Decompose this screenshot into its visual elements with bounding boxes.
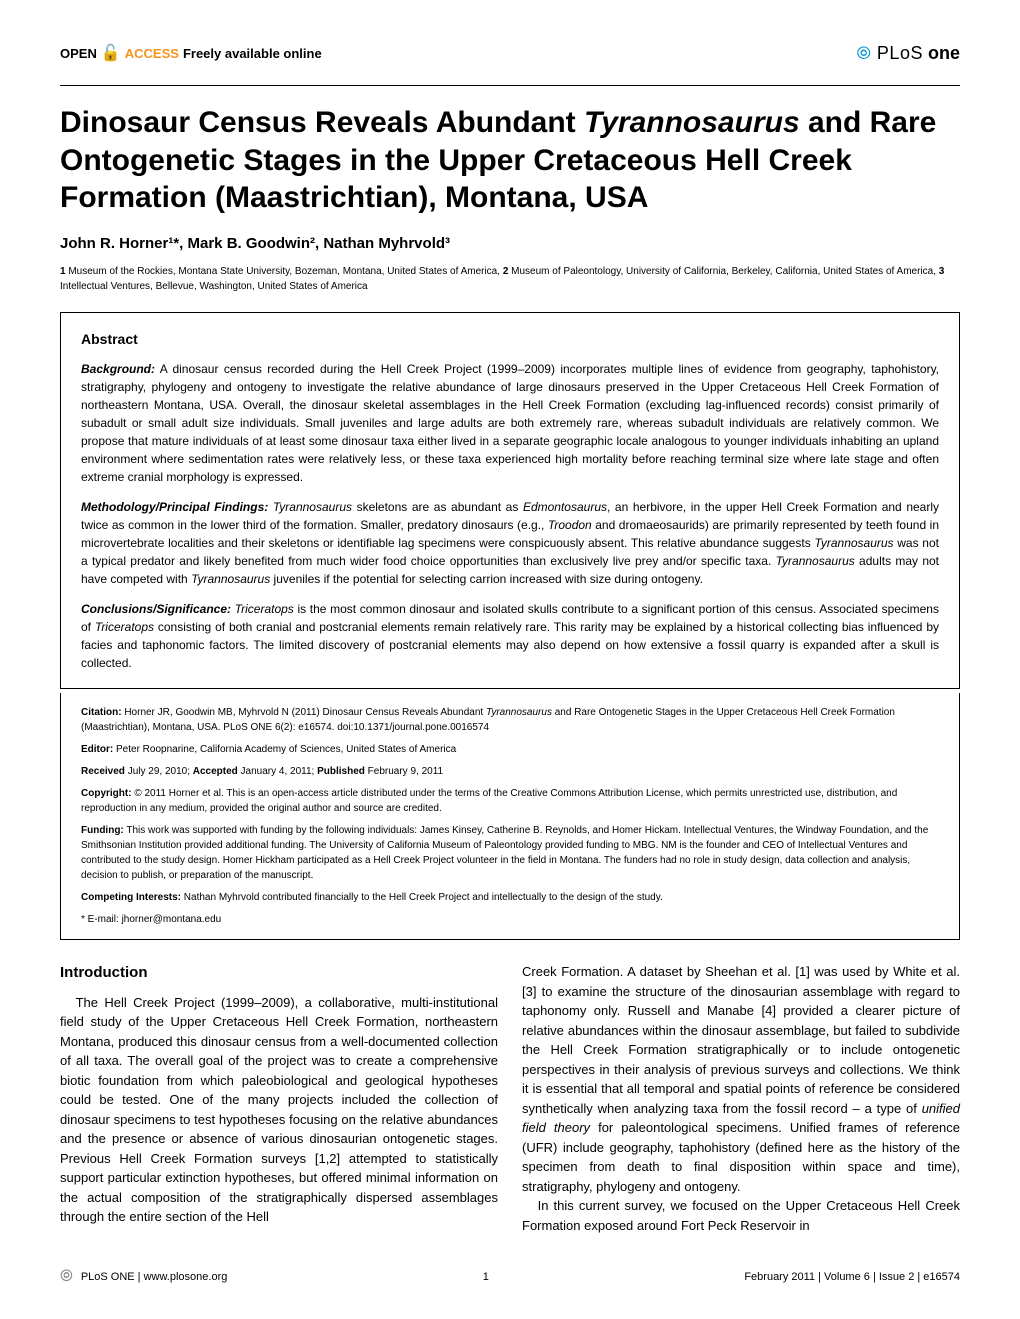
funding-text: This work was supported with funding by …	[81, 825, 928, 881]
plos-icon: ⦾	[857, 40, 871, 67]
top-bar: OPEN 🔓 ACCESS Freely available online ⦾ …	[60, 40, 960, 67]
footer-page: 1	[483, 1269, 489, 1286]
abstract-background: Background: A dinosaur census recorded d…	[81, 360, 939, 486]
accepted-label: Accepted	[193, 766, 238, 777]
received-label: Received	[81, 766, 125, 777]
freely-text: Freely available online	[183, 44, 322, 64]
editor-line: Editor: Peter Roopnarine, California Aca…	[81, 742, 939, 757]
abstract-methods: Methodology/Principal Findings: Tyrannos…	[81, 498, 939, 588]
accepted-date: January 4, 2011;	[241, 766, 315, 777]
copyright-line: Copyright: © 2011 Horner et al. This is …	[81, 786, 939, 816]
background-label: Background:	[81, 362, 155, 376]
email-line: * E-mail: jhorner@montana.edu	[81, 912, 939, 927]
intro-heading: Introduction	[60, 962, 498, 985]
journal-logo: ⦾ PLoS one	[857, 40, 960, 67]
plos-text: PLoS one	[877, 40, 960, 67]
email-text: jhorner@montana.edu	[122, 914, 222, 925]
one-word: one	[928, 43, 960, 63]
affiliations: 1 Museum of the Rockies, Montana State U…	[60, 265, 960, 294]
article-title: Dinosaur Census Reveals Abundant Tyranno…	[60, 104, 960, 217]
editor-label: Editor:	[81, 744, 113, 755]
left-column: Introduction The Hell Creek Project (199…	[60, 962, 498, 1235]
footer-icon: ⦾	[60, 1265, 73, 1289]
competing-text: Nathan Myhrvold contributed financially …	[184, 892, 663, 903]
funding-label: Funding:	[81, 825, 124, 836]
footer-site: PLoS ONE | www.plosone.org	[81, 1269, 228, 1286]
footer-left: ⦾ PLoS ONE | www.plosone.org	[60, 1265, 227, 1289]
received-date: July 29, 2010;	[128, 766, 190, 777]
methods-label: Methodology/Principal Findings:	[81, 500, 268, 514]
citation-label: Citation:	[81, 707, 122, 718]
conclusions-label: Conclusions/Significance:	[81, 602, 231, 616]
body-columns: Introduction The Hell Creek Project (199…	[60, 962, 960, 1235]
intro-para-1: The Hell Creek Project (1999–2009), a co…	[60, 993, 498, 1227]
competing-line: Competing Interests: Nathan Myhrvold con…	[81, 890, 939, 905]
abstract-box: Abstract Background: A dinosaur census r…	[60, 312, 960, 689]
open-access-badge: OPEN 🔓 ACCESS Freely available online	[60, 42, 322, 66]
copyright-label: Copyright:	[81, 788, 132, 799]
lock-icon: 🔓	[101, 42, 121, 66]
top-rule	[60, 85, 960, 86]
citation-line: Citation: Horner JR, Goodwin MB, Myhrvol…	[81, 705, 939, 735]
funding-line: Funding: This work was supported with fu…	[81, 823, 939, 883]
background-text: A dinosaur census recorded during the He…	[81, 362, 939, 484]
editor-text: Peter Roopnarine, California Academy of …	[116, 744, 456, 755]
access-text: ACCESS	[125, 44, 179, 64]
intro-para-3: In this current survey, we focused on th…	[522, 1196, 960, 1235]
plos-word: PLoS	[877, 43, 923, 63]
competing-label: Competing Interests:	[81, 892, 181, 903]
open-text: OPEN	[60, 44, 97, 64]
authors: John R. Horner¹*, Mark B. Goodwin², Nath…	[60, 233, 960, 256]
abstract-heading: Abstract	[81, 329, 939, 350]
email-label: * E-mail:	[81, 914, 119, 925]
intro-para-2: Creek Formation. A dataset by Sheehan et…	[522, 962, 960, 1196]
copyright-text: © 2011 Horner et al. This is an open-acc…	[81, 788, 897, 814]
page-footer: ⦾ PLoS ONE | www.plosone.org 1 February …	[60, 1265, 960, 1289]
published-date: February 9, 2011	[368, 766, 443, 777]
meta-block: Citation: Horner JR, Goodwin MB, Myhrvol…	[60, 693, 960, 940]
footer-issue: February 2011 | Volume 6 | Issue 2 | e16…	[744, 1269, 960, 1286]
dates-line: Received July 29, 2010; Accepted January…	[81, 764, 939, 779]
published-label: Published	[317, 766, 365, 777]
right-column: Creek Formation. A dataset by Sheehan et…	[522, 962, 960, 1235]
abstract-conclusions: Conclusions/Significance: Triceratops is…	[81, 600, 939, 672]
